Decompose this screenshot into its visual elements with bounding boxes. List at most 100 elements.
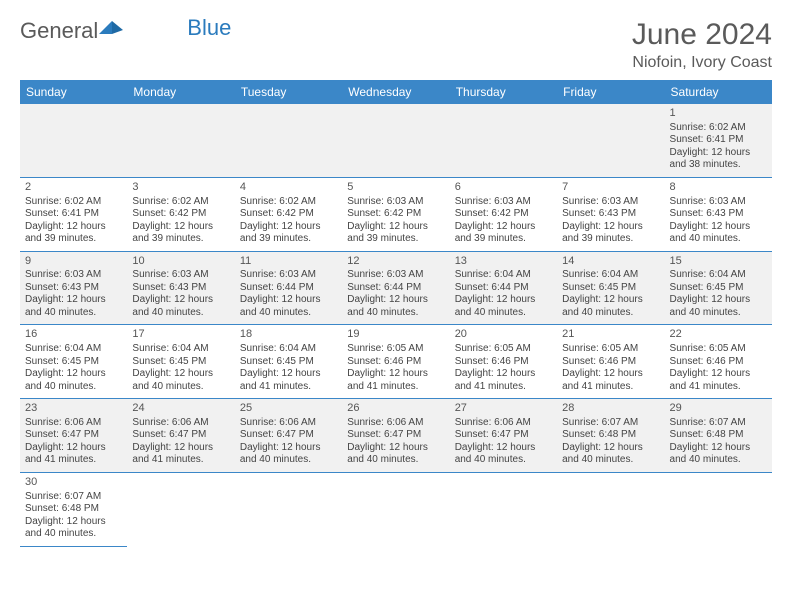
day-number: 21 — [562, 328, 659, 342]
day-number: 10 — [132, 255, 229, 269]
day-details: Sunrise: 6:04 AMSunset: 6:44 PMDaylight:… — [455, 269, 552, 319]
day-details: Sunrise: 6:03 AMSunset: 6:43 PMDaylight:… — [25, 269, 122, 319]
calendar-day-cell: 6Sunrise: 6:03 AMSunset: 6:42 PMDaylight… — [450, 177, 557, 251]
calendar-day-cell: 4Sunrise: 6:02 AMSunset: 6:42 PMDaylight… — [235, 177, 342, 251]
weekday-header-row: SundayMondayTuesdayWednesdayThursdayFrid… — [20, 80, 772, 104]
calendar-day-cell: 30Sunrise: 6:07 AMSunset: 6:48 PMDayligh… — [20, 472, 127, 546]
calendar-empty-cell — [235, 472, 342, 546]
day-number: 6 — [455, 181, 552, 195]
day-number: 9 — [25, 255, 122, 269]
day-number: 8 — [670, 181, 767, 195]
weekday-header: Thursday — [450, 80, 557, 104]
calendar-body: 1Sunrise: 6:02 AMSunset: 6:41 PMDaylight… — [20, 104, 772, 546]
calendar-week-row: 2Sunrise: 6:02 AMSunset: 6:41 PMDaylight… — [20, 177, 772, 251]
calendar-day-cell: 27Sunrise: 6:06 AMSunset: 6:47 PMDayligh… — [450, 399, 557, 473]
day-number: 3 — [132, 181, 229, 195]
day-details: Sunrise: 6:03 AMSunset: 6:42 PMDaylight:… — [455, 196, 552, 246]
calendar-week-row: 30Sunrise: 6:07 AMSunset: 6:48 PMDayligh… — [20, 472, 772, 546]
weekday-header: Sunday — [20, 80, 127, 104]
day-details: Sunrise: 6:02 AMSunset: 6:41 PMDaylight:… — [670, 122, 767, 172]
day-details: Sunrise: 6:06 AMSunset: 6:47 PMDaylight:… — [347, 417, 444, 467]
calendar-day-cell: 17Sunrise: 6:04 AMSunset: 6:45 PMDayligh… — [127, 325, 234, 399]
calendar-empty-cell — [342, 104, 449, 177]
day-number: 5 — [347, 181, 444, 195]
calendar-day-cell: 8Sunrise: 6:03 AMSunset: 6:43 PMDaylight… — [665, 177, 772, 251]
day-details: Sunrise: 6:03 AMSunset: 6:44 PMDaylight:… — [240, 269, 337, 319]
day-details: Sunrise: 6:04 AMSunset: 6:45 PMDaylight:… — [562, 269, 659, 319]
day-number: 23 — [25, 402, 122, 416]
header: GeneralBlue June 2024 Niofoin, Ivory Coa… — [20, 18, 772, 72]
calendar-day-cell: 26Sunrise: 6:06 AMSunset: 6:47 PMDayligh… — [342, 399, 449, 473]
day-number: 20 — [455, 328, 552, 342]
day-details: Sunrise: 6:06 AMSunset: 6:47 PMDaylight:… — [132, 417, 229, 467]
day-number: 28 — [562, 402, 659, 416]
calendar-day-cell: 5Sunrise: 6:03 AMSunset: 6:42 PMDaylight… — [342, 177, 449, 251]
day-details: Sunrise: 6:05 AMSunset: 6:46 PMDaylight:… — [455, 343, 552, 393]
day-number: 16 — [25, 328, 122, 342]
day-number: 27 — [455, 402, 552, 416]
day-number: 13 — [455, 255, 552, 269]
calendar-day-cell: 28Sunrise: 6:07 AMSunset: 6:48 PMDayligh… — [557, 399, 664, 473]
logo: GeneralBlue — [20, 18, 231, 44]
calendar-day-cell: 2Sunrise: 6:02 AMSunset: 6:41 PMDaylight… — [20, 177, 127, 251]
day-number: 11 — [240, 255, 337, 269]
day-details: Sunrise: 6:03 AMSunset: 6:44 PMDaylight:… — [347, 269, 444, 319]
calendar-empty-cell — [235, 104, 342, 177]
day-details: Sunrise: 6:06 AMSunset: 6:47 PMDaylight:… — [25, 417, 122, 467]
weekday-header: Wednesday — [342, 80, 449, 104]
day-details: Sunrise: 6:07 AMSunset: 6:48 PMDaylight:… — [562, 417, 659, 467]
day-number: 12 — [347, 255, 444, 269]
calendar-day-cell: 12Sunrise: 6:03 AMSunset: 6:44 PMDayligh… — [342, 251, 449, 325]
day-number: 29 — [670, 402, 767, 416]
title-block: June 2024 Niofoin, Ivory Coast — [632, 18, 772, 72]
day-number: 15 — [670, 255, 767, 269]
calendar-day-cell: 15Sunrise: 6:04 AMSunset: 6:45 PMDayligh… — [665, 251, 772, 325]
calendar-day-cell: 13Sunrise: 6:04 AMSunset: 6:44 PMDayligh… — [450, 251, 557, 325]
weekday-header: Saturday — [665, 80, 772, 104]
day-details: Sunrise: 6:06 AMSunset: 6:47 PMDaylight:… — [240, 417, 337, 467]
day-details: Sunrise: 6:04 AMSunset: 6:45 PMDaylight:… — [25, 343, 122, 393]
day-details: Sunrise: 6:05 AMSunset: 6:46 PMDaylight:… — [670, 343, 767, 393]
calendar-day-cell: 14Sunrise: 6:04 AMSunset: 6:45 PMDayligh… — [557, 251, 664, 325]
calendar-day-cell: 21Sunrise: 6:05 AMSunset: 6:46 PMDayligh… — [557, 325, 664, 399]
calendar-day-cell: 16Sunrise: 6:04 AMSunset: 6:45 PMDayligh… — [20, 325, 127, 399]
calendar-day-cell: 1Sunrise: 6:02 AMSunset: 6:41 PMDaylight… — [665, 104, 772, 177]
day-details: Sunrise: 6:07 AMSunset: 6:48 PMDaylight:… — [670, 417, 767, 467]
weekday-header: Monday — [127, 80, 234, 104]
calendar-week-row: 1Sunrise: 6:02 AMSunset: 6:41 PMDaylight… — [20, 104, 772, 177]
calendar-day-cell: 3Sunrise: 6:02 AMSunset: 6:42 PMDaylight… — [127, 177, 234, 251]
weekday-header: Tuesday — [235, 80, 342, 104]
calendar-day-cell: 18Sunrise: 6:04 AMSunset: 6:45 PMDayligh… — [235, 325, 342, 399]
calendar-day-cell: 9Sunrise: 6:03 AMSunset: 6:43 PMDaylight… — [20, 251, 127, 325]
day-details: Sunrise: 6:05 AMSunset: 6:46 PMDaylight:… — [347, 343, 444, 393]
calendar-empty-cell — [450, 472, 557, 546]
calendar-empty-cell — [557, 472, 664, 546]
day-number: 17 — [132, 328, 229, 342]
day-details: Sunrise: 6:02 AMSunset: 6:42 PMDaylight:… — [132, 196, 229, 246]
day-number: 7 — [562, 181, 659, 195]
day-number: 22 — [670, 328, 767, 342]
calendar-day-cell: 11Sunrise: 6:03 AMSunset: 6:44 PMDayligh… — [235, 251, 342, 325]
calendar-week-row: 23Sunrise: 6:06 AMSunset: 6:47 PMDayligh… — [20, 399, 772, 473]
calendar-day-cell: 19Sunrise: 6:05 AMSunset: 6:46 PMDayligh… — [342, 325, 449, 399]
calendar-day-cell: 29Sunrise: 6:07 AMSunset: 6:48 PMDayligh… — [665, 399, 772, 473]
day-number: 14 — [562, 255, 659, 269]
day-details: Sunrise: 6:03 AMSunset: 6:43 PMDaylight:… — [562, 196, 659, 246]
calendar-empty-cell — [665, 472, 772, 546]
day-details: Sunrise: 6:07 AMSunset: 6:48 PMDaylight:… — [25, 491, 122, 541]
calendar-empty-cell — [450, 104, 557, 177]
day-number: 26 — [347, 402, 444, 416]
calendar-empty-cell — [557, 104, 664, 177]
month-title: June 2024 — [632, 18, 772, 52]
day-number: 1 — [670, 107, 767, 121]
day-details: Sunrise: 6:02 AMSunset: 6:42 PMDaylight:… — [240, 196, 337, 246]
day-number: 2 — [25, 181, 122, 195]
day-number: 25 — [240, 402, 337, 416]
weekday-header: Friday — [557, 80, 664, 104]
day-details: Sunrise: 6:03 AMSunset: 6:43 PMDaylight:… — [670, 196, 767, 246]
day-number: 4 — [240, 181, 337, 195]
day-number: 19 — [347, 328, 444, 342]
calendar-table: SundayMondayTuesdayWednesdayThursdayFrid… — [20, 80, 772, 547]
calendar-day-cell: 25Sunrise: 6:06 AMSunset: 6:47 PMDayligh… — [235, 399, 342, 473]
day-details: Sunrise: 6:05 AMSunset: 6:46 PMDaylight:… — [562, 343, 659, 393]
